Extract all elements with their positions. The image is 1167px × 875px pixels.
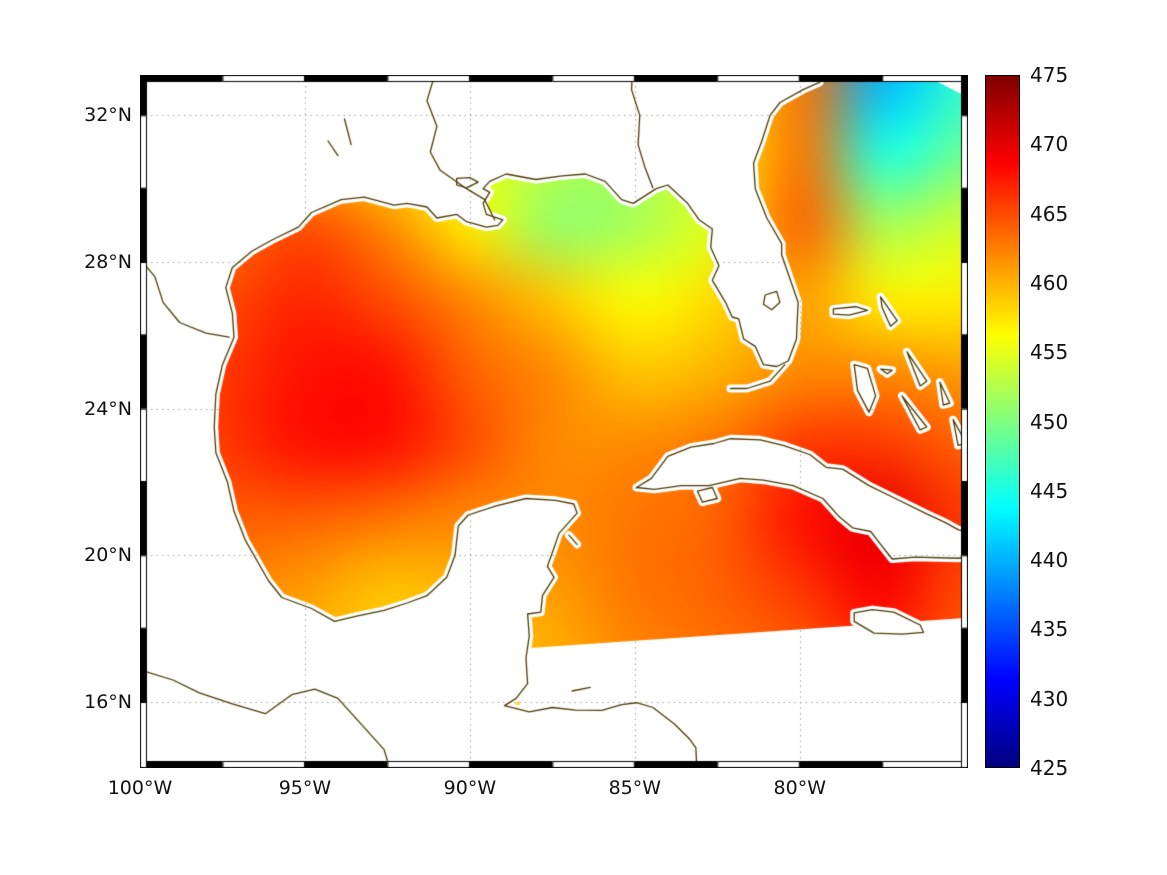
x-tick-label: 90°W: [443, 777, 497, 799]
colorbar-gradient-canvas: [986, 76, 1019, 767]
colorbar-tick-label: 445: [1030, 478, 1069, 503]
colorbar-tick-label: 425: [1030, 756, 1069, 780]
x-axis-tick-labels: 100°W 95°W 90°W 85°W 80°W: [0, 777, 1167, 807]
map-plot-area: [140, 75, 968, 768]
y-tick-label: 16°N: [84, 691, 132, 713]
y-axis-tick-labels: 32°N 28°N 24°N 20°N 16°N: [0, 0, 132, 875]
colorbar-tick-label: 475: [1030, 63, 1069, 87]
colorbar-tick-label: 470: [1030, 132, 1069, 157]
x-tick-label: 95°W: [278, 777, 332, 799]
y-tick-label: 24°N: [84, 397, 132, 420]
colorbar-tick-label: 455: [1030, 340, 1069, 365]
y-tick-label: 28°N: [84, 251, 132, 273]
colorbar-tick-label: 435: [1030, 617, 1069, 642]
x-tick-label: 100°W: [107, 777, 173, 799]
x-tick-label: 85°W: [608, 777, 662, 799]
x-tick-label: 80°W: [773, 777, 826, 799]
colorbar-tick-label: 465: [1030, 201, 1069, 226]
map-frame-canvas: [140, 75, 968, 768]
colorbar-tick-label: 440: [1030, 548, 1069, 573]
y-tick-label: 20°N: [84, 544, 132, 567]
colorbar-tick-label: 430: [1030, 686, 1069, 711]
colorbar: [985, 75, 1020, 768]
colorbar-tick-label: 450: [1030, 409, 1069, 434]
colorbar-tick-label: 460: [1030, 270, 1069, 295]
y-tick-label: 32°N: [84, 104, 132, 127]
